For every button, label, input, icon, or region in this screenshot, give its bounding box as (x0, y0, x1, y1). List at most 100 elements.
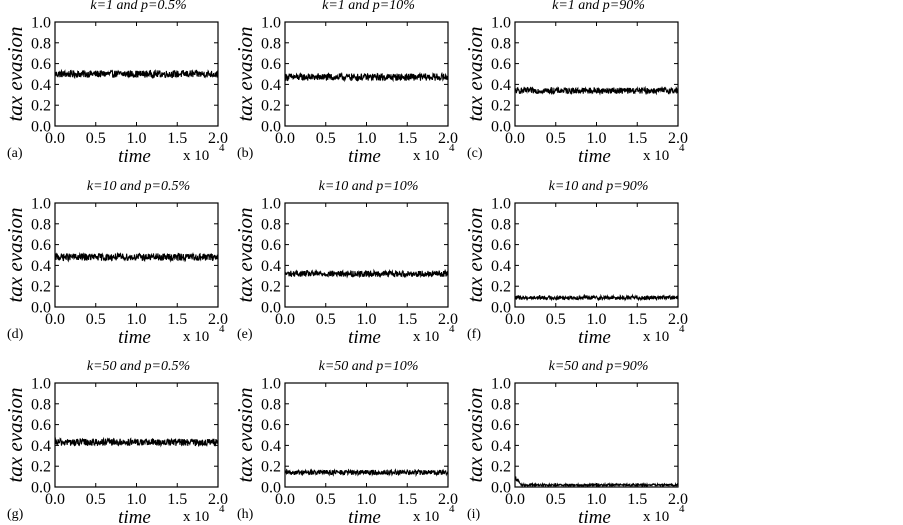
y-tick-label: 0.0 (261, 119, 281, 136)
x-multiplier-exponent: 4 (449, 323, 455, 335)
y-tick-label: 0.6 (31, 56, 51, 73)
chart-title: k=10 and p=10% (319, 179, 419, 194)
y-tick-label: 0.0 (261, 300, 281, 317)
x-multiplier-exponent: 4 (449, 503, 455, 515)
x-axis-label: time (578, 327, 611, 348)
y-tick-label: 0.4 (31, 258, 51, 275)
chart-title: k=50 and p=90% (549, 359, 649, 374)
plot-frame (284, 21, 449, 127)
x-multiplier-label: x 10 (183, 148, 209, 164)
y-axis-label: tax evasion (3, 207, 27, 302)
y-tick-label: 0.4 (491, 438, 511, 455)
y-tick-label: 1.0 (31, 196, 51, 213)
y-tick-label: 0.6 (491, 56, 511, 73)
y-tick-label: 0.0 (261, 480, 281, 497)
y-tick-label: 0.2 (491, 459, 511, 476)
x-tick-label: 2.0 (438, 130, 458, 147)
x-multiplier-label: x 10 (643, 148, 669, 164)
chart-title: k=1 and p=10% (322, 0, 415, 13)
x-multiplier-label: x 10 (413, 148, 439, 164)
x-tick-label: 1.5 (627, 491, 647, 508)
chart-panel: k=50 and p=0.5% 0.0 0.2 0.4 0.6 0.8 1.0 0.0 0.5 1… (3, 359, 228, 525)
chart-title: k=10 and p=90% (549, 179, 649, 194)
y-tick-label: 0.2 (491, 98, 511, 115)
y-tick-label: 0.6 (261, 417, 281, 434)
panel-label: (d) (7, 327, 24, 342)
y-tick-label: 1.0 (261, 15, 281, 32)
y-axis-label: tax evasion (233, 26, 257, 121)
x-tick-label: 0.5 (316, 311, 336, 328)
panel-label: (i) (467, 507, 481, 522)
x-tick-label: 1.0 (587, 311, 607, 328)
x-tick-label: 1.5 (397, 491, 417, 508)
x-tick-label: 0.0 (505, 311, 525, 328)
x-tick-label: 1.5 (397, 311, 417, 328)
panel-label: (g) (7, 507, 24, 522)
plot-frame (514, 382, 679, 488)
series-line (284, 468, 449, 478)
y-tick-label: 0.8 (261, 396, 281, 413)
series-line (54, 251, 219, 263)
x-tick-label: 2.0 (208, 130, 228, 147)
x-multiplier-label: x 10 (183, 509, 209, 525)
y-tick-label: 0.8 (31, 35, 51, 52)
x-axis-label: time (348, 327, 381, 348)
y-tick-label: 0.8 (261, 216, 281, 233)
y-axis-label: tax evasion (463, 387, 487, 482)
chart-panel: k=1 and p=90% 0.0 0.2 0.4 0.6 0.8 1.0 0.0 0.5 1.0… (463, 0, 688, 167)
x-multiplier-exponent: 4 (219, 503, 225, 515)
x-tick-label: 1.0 (587, 130, 607, 147)
x-tick-label: 1.0 (127, 130, 147, 147)
y-tick-label: 1.0 (31, 376, 51, 393)
y-tick-label: 1.0 (491, 376, 511, 393)
chart-panel: k=50 and p=10% 0.0 0.2 0.4 0.6 0.8 1.0 0.0 0.5 1.… (233, 359, 458, 525)
x-multiplier-label: x 10 (643, 509, 669, 525)
y-tick-label: 0.4 (31, 77, 51, 94)
x-tick-label: 1.5 (627, 311, 647, 328)
y-tick-label: 0.4 (491, 77, 511, 94)
y-tick-label: 0.4 (261, 77, 281, 94)
x-tick-label: 2.0 (438, 491, 458, 508)
x-tick-label: 0.0 (275, 130, 295, 147)
x-tick-label: 1.5 (167, 491, 187, 508)
x-tick-label: 0.0 (45, 491, 65, 508)
x-multiplier-exponent: 4 (219, 323, 225, 335)
x-tick-label: 1.0 (357, 491, 377, 508)
y-tick-label: 1.0 (491, 196, 511, 213)
y-tick-label: 0.0 (491, 480, 511, 497)
x-axis-label: time (578, 507, 611, 525)
y-tick-label: 0.2 (261, 279, 281, 296)
y-tick-label: 0.6 (31, 237, 51, 254)
x-axis-label: time (118, 146, 151, 167)
y-tick-label: 1.0 (261, 196, 281, 213)
x-tick-label: 0.5 (86, 491, 106, 508)
y-tick-label: 0.4 (261, 438, 281, 455)
chart-title: k=50 and p=10% (319, 359, 419, 374)
y-tick-label: 0.2 (491, 279, 511, 296)
y-tick-label: 1.0 (491, 15, 511, 32)
y-axis-label: tax evasion (233, 387, 257, 482)
chart-title: k=1 and p=90% (552, 0, 645, 13)
series-line (54, 68, 219, 80)
x-axis-label: time (348, 146, 381, 167)
chart-panel: k=1 and p=0.5% 0.0 0.2 0.4 0.6 0.8 1.0 0.0 0.5 1.… (3, 0, 228, 167)
y-tick-label: 0.2 (31, 98, 51, 115)
x-multiplier-label: x 10 (183, 329, 209, 345)
x-axis-label: time (118, 507, 151, 525)
x-tick-label: 0.0 (505, 491, 525, 508)
y-axis-label: tax evasion (3, 387, 27, 482)
y-tick-label: 1.0 (31, 15, 51, 32)
y-tick-label: 0.4 (261, 258, 281, 275)
x-tick-label: 1.0 (127, 491, 147, 508)
x-tick-label: 0.0 (45, 130, 65, 147)
x-tick-label: 0.5 (86, 130, 106, 147)
x-tick-label: 0.0 (275, 311, 295, 328)
chart-panel: k=10 and p=10% 0.0 0.2 0.4 0.6 0.8 1.0 0.0 0.5 1.… (233, 179, 458, 348)
x-tick-label: 0.5 (86, 311, 106, 328)
y-axis-label: tax evasion (463, 207, 487, 302)
y-tick-label: 0.4 (31, 438, 51, 455)
y-tick-label: 0.2 (31, 459, 51, 476)
y-tick-label: 0.0 (491, 300, 511, 317)
chart-panel: k=50 and p=90% 0.0 0.2 0.4 0.6 0.8 1.0 0.0 0.5 1.… (463, 359, 688, 525)
